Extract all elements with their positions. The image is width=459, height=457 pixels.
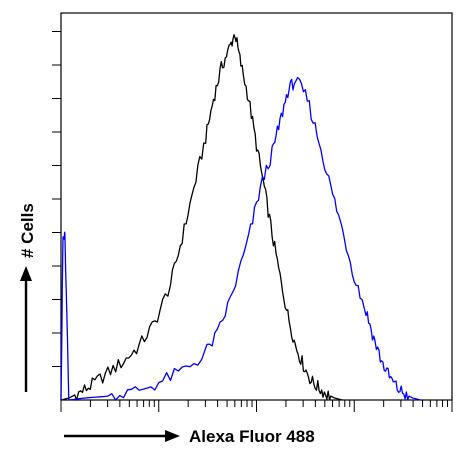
- y-axis-arrowhead: [20, 266, 32, 281]
- series-line: [60, 34, 343, 401]
- series-line: [60, 76, 421, 401]
- x-axis-arrowhead: [165, 430, 180, 442]
- x-axis-label: Alexa Fluor 488: [189, 427, 315, 446]
- y-axis-label: # Cells: [18, 203, 37, 258]
- x-axis-ticks: [60, 400, 453, 412]
- plot-frame: [60, 12, 453, 401]
- y-axis-ticks: [52, 31, 61, 367]
- series-layer: [60, 34, 421, 401]
